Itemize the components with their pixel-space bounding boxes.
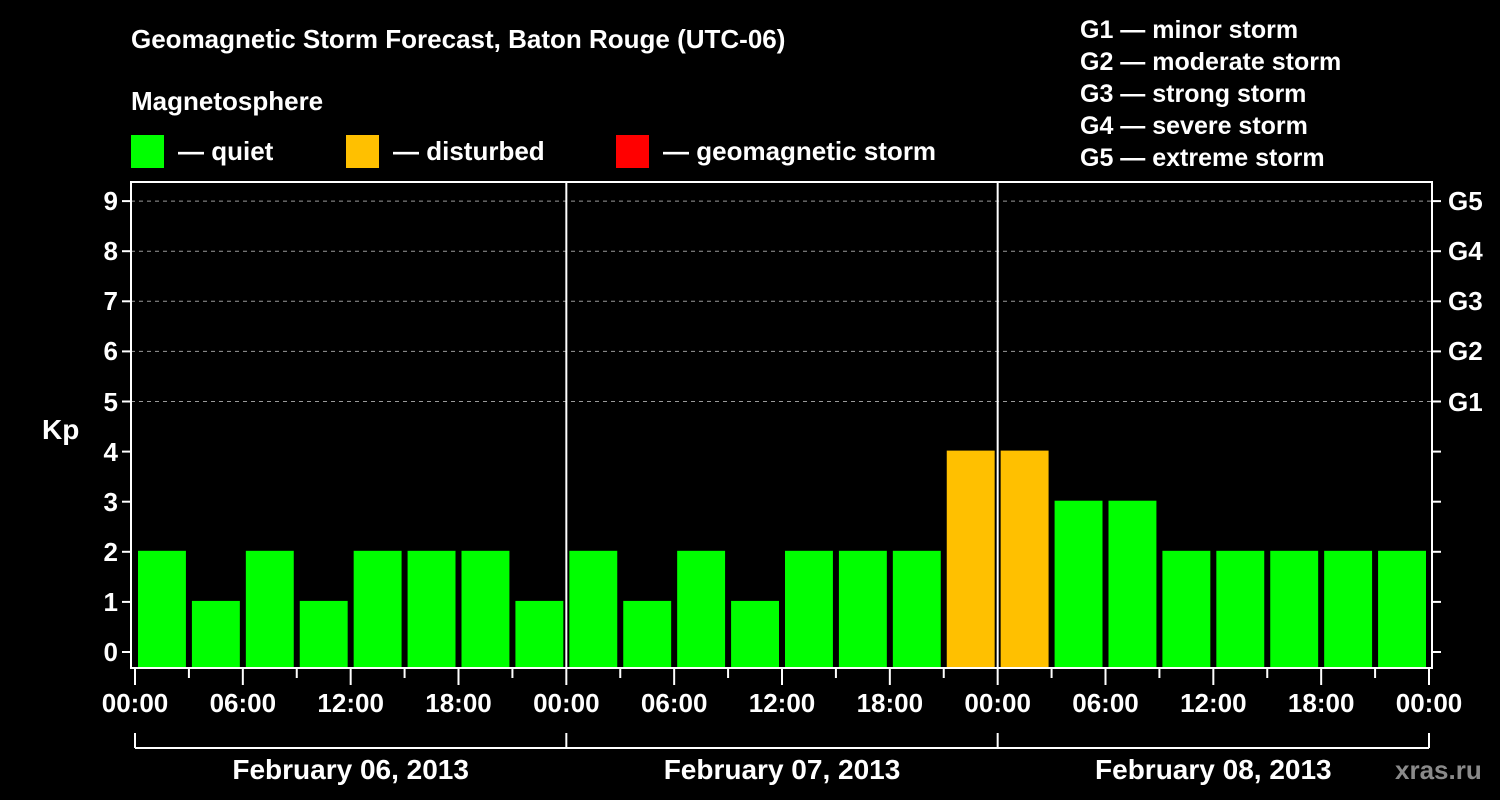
x-tick-label: 00:00 [964, 688, 1031, 718]
kp-bar [353, 550, 402, 667]
storm-swatch [616, 134, 649, 168]
legend-quiet: — quiet [131, 134, 273, 168]
kp-bar [838, 550, 887, 667]
x-tick-label: 12:00 [317, 688, 384, 718]
kp-bar [1054, 500, 1103, 667]
y-tick-label: 3 [103, 486, 118, 517]
x-tick-label: 00:00 [1395, 688, 1463, 718]
g5-legend: G5 — extreme storm [1080, 144, 1325, 172]
date-label: February 08, 2013 [1095, 754, 1332, 785]
x-tick-label: 06:00 [209, 688, 277, 718]
x-tick-label: 12:00 [748, 688, 816, 718]
gridlines [131, 200, 1432, 402]
y-tick-label: 4 [103, 436, 118, 467]
kp-bar [245, 550, 294, 667]
kp-bar [892, 550, 941, 667]
x-tick-label: 18:00 [425, 688, 492, 718]
y-tick-label: 1 [103, 586, 118, 617]
kp-bar [515, 600, 564, 667]
kp-bar [1324, 550, 1373, 667]
legend-title: Magnetosphere [131, 86, 324, 116]
y-axis-label: Kp [42, 414, 80, 445]
date-label: February 07, 2013 [663, 754, 901, 785]
kp-bar [785, 550, 833, 667]
kp-bar [138, 550, 186, 667]
kp-bar [677, 550, 726, 667]
y-tick-label: 2 [103, 536, 118, 567]
y-tick-label: 0 [103, 637, 118, 667]
chart-title: Geomagnetic Storm Forecast, Baton Rouge … [131, 24, 786, 54]
x-tick-label: 06:00 [640, 688, 708, 718]
x-tick-label: 18:00 [856, 688, 924, 718]
legend-storm-label: — geomagnetic storm [663, 135, 937, 166]
g2-legend: G2 — moderate storm [1080, 48, 1342, 76]
disturbed-swatch [346, 134, 379, 168]
bars [138, 450, 1426, 667]
kp-bar [299, 600, 348, 667]
plot-frame [122, 181, 1441, 749]
kp-bar [1270, 550, 1319, 667]
kp-bar [461, 550, 510, 667]
kp-bar [1162, 550, 1211, 667]
kp-bar [407, 550, 456, 667]
date-label: February 06, 2013 [232, 754, 469, 785]
g1-legend: G1 — minor storm [1080, 16, 1299, 44]
x-tick-label: 00:00 [533, 688, 600, 718]
x-tick-label: 06:00 [1072, 688, 1139, 718]
kp-bar [1378, 550, 1426, 667]
kp-bar [731, 600, 779, 667]
watermark: xras.ru [1395, 755, 1482, 785]
kp-bar [569, 550, 618, 667]
y-tick-label: 7 [103, 286, 118, 317]
y-tick-label: 6 [103, 336, 118, 367]
quiet-swatch [131, 134, 164, 168]
y-tick-label: 9 [103, 186, 118, 217]
g-level-label: G2 [1448, 336, 1483, 367]
kp-bar [623, 600, 672, 667]
g-level-label: G4 [1448, 236, 1483, 267]
kp-bar [191, 600, 240, 667]
kp-bar [946, 450, 995, 667]
y-tick-label: 8 [103, 236, 118, 267]
g-level-label: G1 [1448, 386, 1483, 417]
legend-storm: — geomagnetic storm [616, 134, 936, 168]
x-tick-label: 00:00 [101, 688, 169, 718]
g-level-label: G5 [1448, 186, 1483, 217]
g4-legend: G4 — severe storm [1080, 112, 1308, 140]
legend-quiet-label: — quiet [178, 135, 274, 166]
g3-legend: G3 — strong storm [1080, 80, 1307, 108]
x-tick-label: 12:00 [1180, 688, 1247, 718]
g-scale-legend: G1 — minor storm G2 — moderate storm G3 … [1080, 14, 1341, 174]
kp-bar [1000, 450, 1049, 667]
kp-bar [1216, 550, 1265, 667]
x-tick-label: 18:00 [1287, 688, 1355, 718]
kp-bar [1108, 500, 1157, 667]
y-tick-label: 5 [103, 386, 118, 417]
legend-disturbed-label: — disturbed [393, 135, 545, 166]
legend-disturbed: — disturbed [346, 134, 545, 168]
g-level-label: G3 [1448, 286, 1483, 317]
